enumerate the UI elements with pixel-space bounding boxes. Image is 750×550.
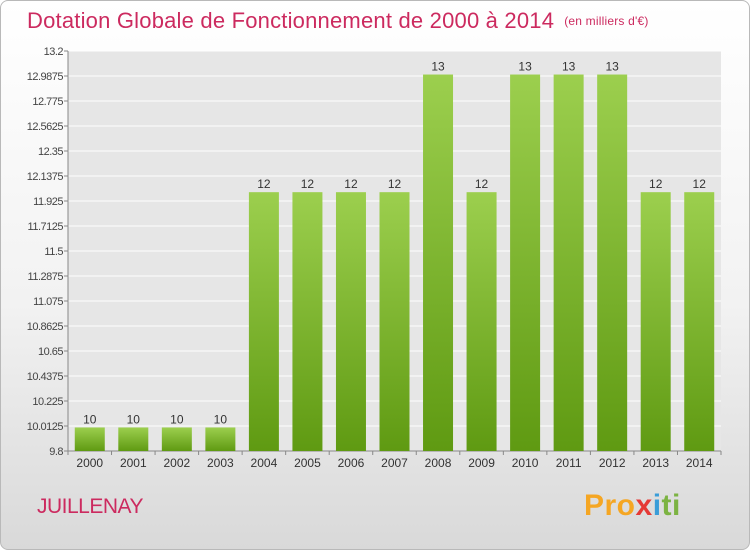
y-tick-label: 10.8625 (27, 321, 64, 333)
chart-title: Dotation Globale de Fonctionnement de 20… (27, 8, 649, 34)
bar-value-label: 10 (170, 412, 184, 426)
bar-value-label: 13 (431, 60, 445, 74)
bar (684, 192, 715, 452)
y-tick-label: 11.2875 (28, 271, 64, 283)
bar (118, 427, 149, 451)
bar (335, 192, 366, 452)
bar-value-label: 12 (257, 177, 271, 191)
bar-value-label: 12 (693, 177, 707, 191)
bar (248, 192, 279, 452)
x-tick-label: 2005 (294, 456, 321, 470)
x-tick-label: 2011 (556, 456, 582, 470)
y-tick-label: 12.775 (32, 96, 63, 108)
x-tick-label: 2004 (251, 456, 278, 470)
proxiti-logo: Proxiti (584, 489, 681, 522)
x-tick-label: 2003 (207, 456, 234, 470)
bar (640, 192, 671, 452)
y-tick-label: 12.35 (38, 146, 63, 158)
bar-value-label: 12 (649, 177, 663, 191)
bar (597, 74, 628, 451)
x-tick-label: 2007 (381, 456, 408, 470)
y-tick-label: 11.925 (33, 196, 63, 208)
bar-value-label: 12 (301, 177, 315, 191)
x-tick-label: 2002 (163, 456, 190, 470)
x-tick-label: 2013 (642, 456, 669, 470)
bar (466, 192, 497, 452)
bar-value-label: 10 (127, 412, 141, 426)
bar (379, 192, 410, 452)
chart-title-text: Dotation Globale de Fonctionnement de 20… (27, 8, 555, 33)
x-tick-label: 2006 (338, 456, 365, 470)
bar (205, 427, 236, 451)
y-tick-label: 12.5625 (27, 121, 64, 133)
bar (423, 74, 454, 451)
y-tick-label: 10.4375 (27, 371, 64, 383)
x-tick-label: 2000 (76, 456, 103, 470)
commune-name: JUILLENAY (37, 495, 144, 518)
x-tick-label: 2001 (120, 456, 147, 470)
y-tick-label: 11.7125 (28, 221, 64, 233)
bar-value-label: 13 (605, 60, 619, 74)
bar (161, 427, 192, 451)
bar (292, 192, 323, 452)
y-tick-label: 13.2 (44, 46, 64, 58)
bar-value-label: 10 (214, 412, 228, 426)
x-tick-label: 2008 (425, 456, 452, 470)
bar-value-label: 12 (344, 177, 358, 191)
y-tick-label: 9.8 (49, 446, 63, 458)
x-tick-label: 2012 (599, 456, 626, 470)
bar (74, 427, 105, 451)
y-tick-label: 10.225 (32, 396, 63, 408)
y-tick-label: 11.5 (44, 246, 63, 258)
chart-unit: (en milliers d'€) (564, 14, 649, 28)
bar-value-label: 12 (475, 177, 489, 191)
x-tick-label: 2010 (512, 456, 539, 470)
x-tick-label: 2009 (468, 456, 495, 470)
y-tick-label: 11.075 (33, 296, 63, 308)
bar (510, 74, 541, 451)
y-tick-label: 12.9875 (27, 71, 64, 83)
bar-value-label: 12 (388, 177, 402, 191)
bar (553, 74, 584, 451)
y-tick-label: 10.0125 (27, 421, 64, 433)
bar-value-label: 13 (562, 60, 576, 74)
bar-value-label: 13 (518, 60, 532, 74)
x-tick-label: 2014 (686, 456, 713, 470)
y-tick-label: 10.65 (38, 346, 63, 358)
bar-value-label: 10 (83, 412, 97, 426)
y-tick-label: 12.1375 (27, 171, 64, 183)
